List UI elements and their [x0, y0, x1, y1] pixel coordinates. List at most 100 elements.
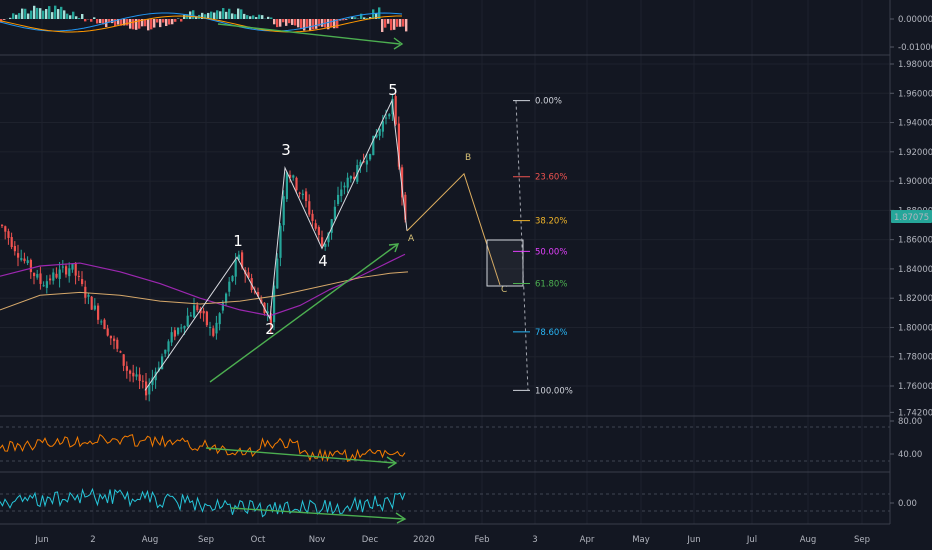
macd-bar	[309, 19, 312, 31]
macd-bar	[207, 12, 210, 19]
macd-bar	[231, 13, 234, 19]
candle-body	[164, 349, 167, 354]
fib-level-label: 61.80%	[535, 280, 567, 290]
time-tick-label: 3	[532, 535, 537, 545]
macd-bar	[57, 9, 60, 19]
candle-body	[295, 177, 298, 191]
osc-axis[interactable]: 0.00	[890, 499, 917, 509]
macd-bar	[303, 19, 306, 31]
time-tick-label: Dec	[362, 535, 379, 545]
rsi-divergence-line	[205, 447, 396, 464]
macd-bar	[138, 19, 141, 29]
macd-bar	[42, 10, 45, 19]
correction-label-B: B	[465, 153, 471, 163]
price-tick-label: 1.94000	[898, 119, 932, 129]
candle-body	[55, 273, 58, 278]
rsi-axis[interactable]: 80.00 40.00	[890, 417, 922, 460]
panel-separators	[0, 0, 891, 525]
macd-bar	[405, 19, 408, 32]
candle-body	[74, 262, 77, 276]
macd-bar	[162, 19, 165, 23]
candle-body	[375, 134, 378, 138]
candle-body	[170, 332, 173, 343]
candle-body	[81, 279, 84, 285]
candle-body	[141, 380, 144, 382]
candle-body	[39, 273, 42, 284]
candle-body	[343, 185, 346, 188]
candle-body	[385, 117, 388, 119]
macd-bar	[225, 11, 228, 19]
divergence-lines[interactable]	[205, 23, 407, 524]
candle-body	[36, 274, 39, 278]
candle-body	[276, 258, 279, 289]
candle-body	[135, 374, 138, 377]
fibonacci-retracement[interactable]: 0.00% 23.60% 38.20% 50.00% 61.80% 78.60% 100.0…	[513, 97, 573, 397]
candle-body	[49, 278, 52, 281]
time-tick-label: Jul	[746, 535, 757, 545]
impulse-wave-path[interactable]	[144, 98, 408, 391]
macd-tick-label: -0.01000	[898, 43, 932, 53]
candle-body	[71, 263, 74, 270]
macd-bar	[255, 17, 258, 19]
target-zone-box[interactable]	[486, 239, 524, 287]
macd-bar	[333, 19, 336, 29]
candle-body	[308, 201, 311, 215]
time-axis[interactable]: Jun 2 Aug Sep Oct Nov Dec 2020 Feb 3 Apr May Jun Jul A…	[34, 535, 870, 545]
wave-label-1: 1	[233, 232, 243, 250]
time-tick-label: 2	[90, 535, 95, 545]
macd-panel[interactable]	[0, 5, 408, 33]
price-divergence-arrow	[388, 243, 400, 253]
candle-body	[42, 285, 45, 287]
candle-body	[125, 366, 128, 371]
candle-body	[17, 253, 20, 258]
macd-bar	[312, 19, 315, 30]
abc-projection-path[interactable]	[406, 172, 501, 286]
candle-body	[186, 315, 189, 327]
rsi-panel[interactable]	[0, 433, 406, 463]
macd-bar	[24, 8, 27, 19]
elliott-wave-lines[interactable]: 1 2 3 4 5 A B C	[144, 81, 524, 391]
candle-body	[209, 326, 212, 328]
osc-divergence-arrow	[395, 512, 407, 524]
wave-label-3: 3	[281, 141, 291, 159]
candle-body	[154, 371, 157, 381]
fib-level-label: 38.20%	[535, 217, 567, 227]
candle-body	[282, 196, 285, 226]
current-price-tag: 1.87075	[891, 210, 932, 223]
candle-body	[301, 193, 304, 195]
macd-divergence-line	[217, 23, 401, 45]
macd-bar	[99, 19, 102, 24]
macd-bar	[243, 13, 246, 19]
candle-body	[241, 252, 244, 268]
macd-bar	[273, 19, 276, 25]
candle-body	[52, 272, 55, 281]
macd-bar	[90, 19, 93, 22]
candle-body	[119, 351, 122, 353]
candle-body	[116, 339, 119, 349]
wave-label-4: 4	[318, 252, 328, 270]
macd-bar	[120, 19, 123, 26]
time-tick-label: Jun	[686, 535, 700, 545]
macd-bar	[33, 5, 36, 20]
candle-body	[311, 213, 314, 221]
oscillator-panel[interactable]	[0, 487, 406, 518]
price-tick-label: 1.78000	[898, 353, 932, 363]
price-tick-label: 1.76000	[898, 382, 932, 392]
candle-body	[237, 254, 240, 260]
candle-body	[68, 268, 71, 277]
candle-body	[122, 354, 125, 366]
price-tick-label: 1.92000	[898, 148, 932, 158]
candle-body	[151, 377, 154, 385]
macd-tick-label: 0.00000	[898, 15, 932, 25]
time-tick-label: Sep	[198, 535, 214, 545]
macd-bar	[141, 19, 144, 27]
macd-bar	[201, 12, 204, 19]
macd-axis[interactable]: 0.00000 -0.01000	[890, 15, 932, 53]
macd-bar	[345, 19, 348, 20]
fib-trendline[interactable]	[515, 100, 529, 391]
macd-bar	[69, 15, 72, 19]
price-tick-label: 1.84000	[898, 265, 932, 275]
candle-body	[138, 374, 141, 381]
